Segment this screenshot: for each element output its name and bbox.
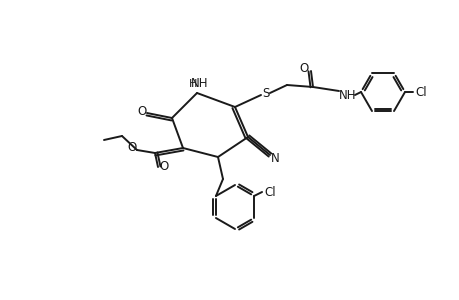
Text: O: O — [299, 61, 308, 74]
Text: S: S — [262, 86, 269, 100]
Text: N: N — [270, 152, 279, 164]
Text: O: O — [127, 140, 136, 154]
Text: O: O — [159, 160, 168, 172]
Text: Cl: Cl — [263, 185, 275, 199]
Text: NH: NH — [339, 88, 356, 101]
Text: NH: NH — [191, 76, 208, 89]
Text: O: O — [137, 104, 146, 118]
Text: Cl: Cl — [414, 85, 426, 98]
Text: H: H — [188, 79, 197, 89]
